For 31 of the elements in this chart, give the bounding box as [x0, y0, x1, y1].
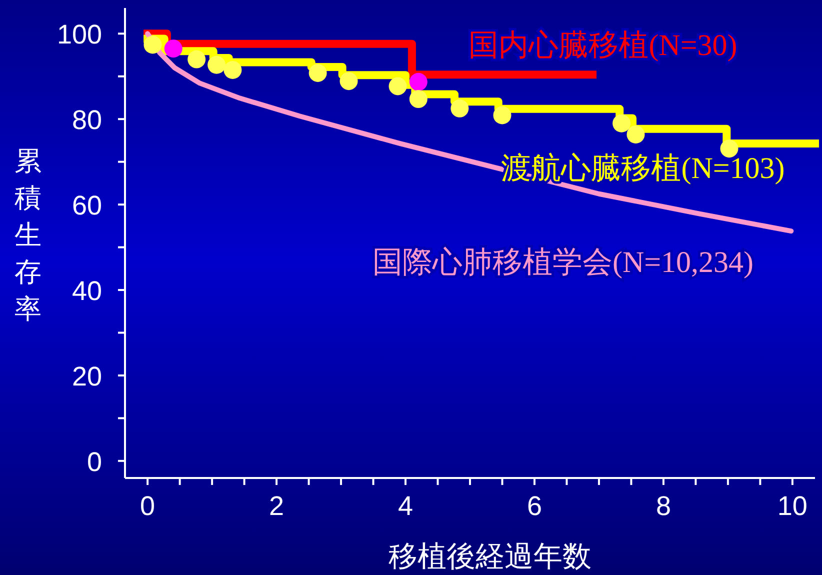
x-tick-label: 0	[140, 491, 156, 521]
point	[388, 77, 407, 96]
point	[164, 40, 182, 58]
y-tick-label: 60	[72, 190, 102, 221]
point	[720, 140, 738, 158]
x-tick-label: 4	[398, 491, 414, 521]
point	[144, 36, 162, 54]
x-tick-label: 8	[656, 491, 671, 521]
x-tick-label: 2	[269, 491, 284, 521]
point	[308, 64, 327, 82]
series-label: 国内心臓移植(N=30)	[468, 29, 738, 62]
y-tick-label: 20	[72, 361, 102, 392]
y-tick-label: 40	[72, 276, 102, 306]
y-tick-label: 100	[56, 20, 102, 50]
point	[450, 99, 469, 118]
x-axis-title: 移植後経過年数	[388, 541, 592, 573]
point	[208, 56, 226, 74]
point	[409, 72, 428, 91]
point	[626, 125, 645, 144]
point	[340, 72, 358, 90]
y-axis-title: 累積生存率	[14, 146, 42, 324]
point	[409, 90, 428, 108]
y-tick-label: 80	[72, 105, 102, 136]
point	[188, 50, 206, 68]
x-tick-label: 6	[526, 491, 542, 521]
x-tick-label: 10	[777, 491, 808, 521]
point	[224, 60, 242, 79]
point	[493, 106, 512, 124]
y-tick-label: 0	[86, 446, 102, 477]
point	[612, 114, 631, 132]
series-label: 国際心肺移植学会(N=10,234)	[372, 246, 754, 279]
